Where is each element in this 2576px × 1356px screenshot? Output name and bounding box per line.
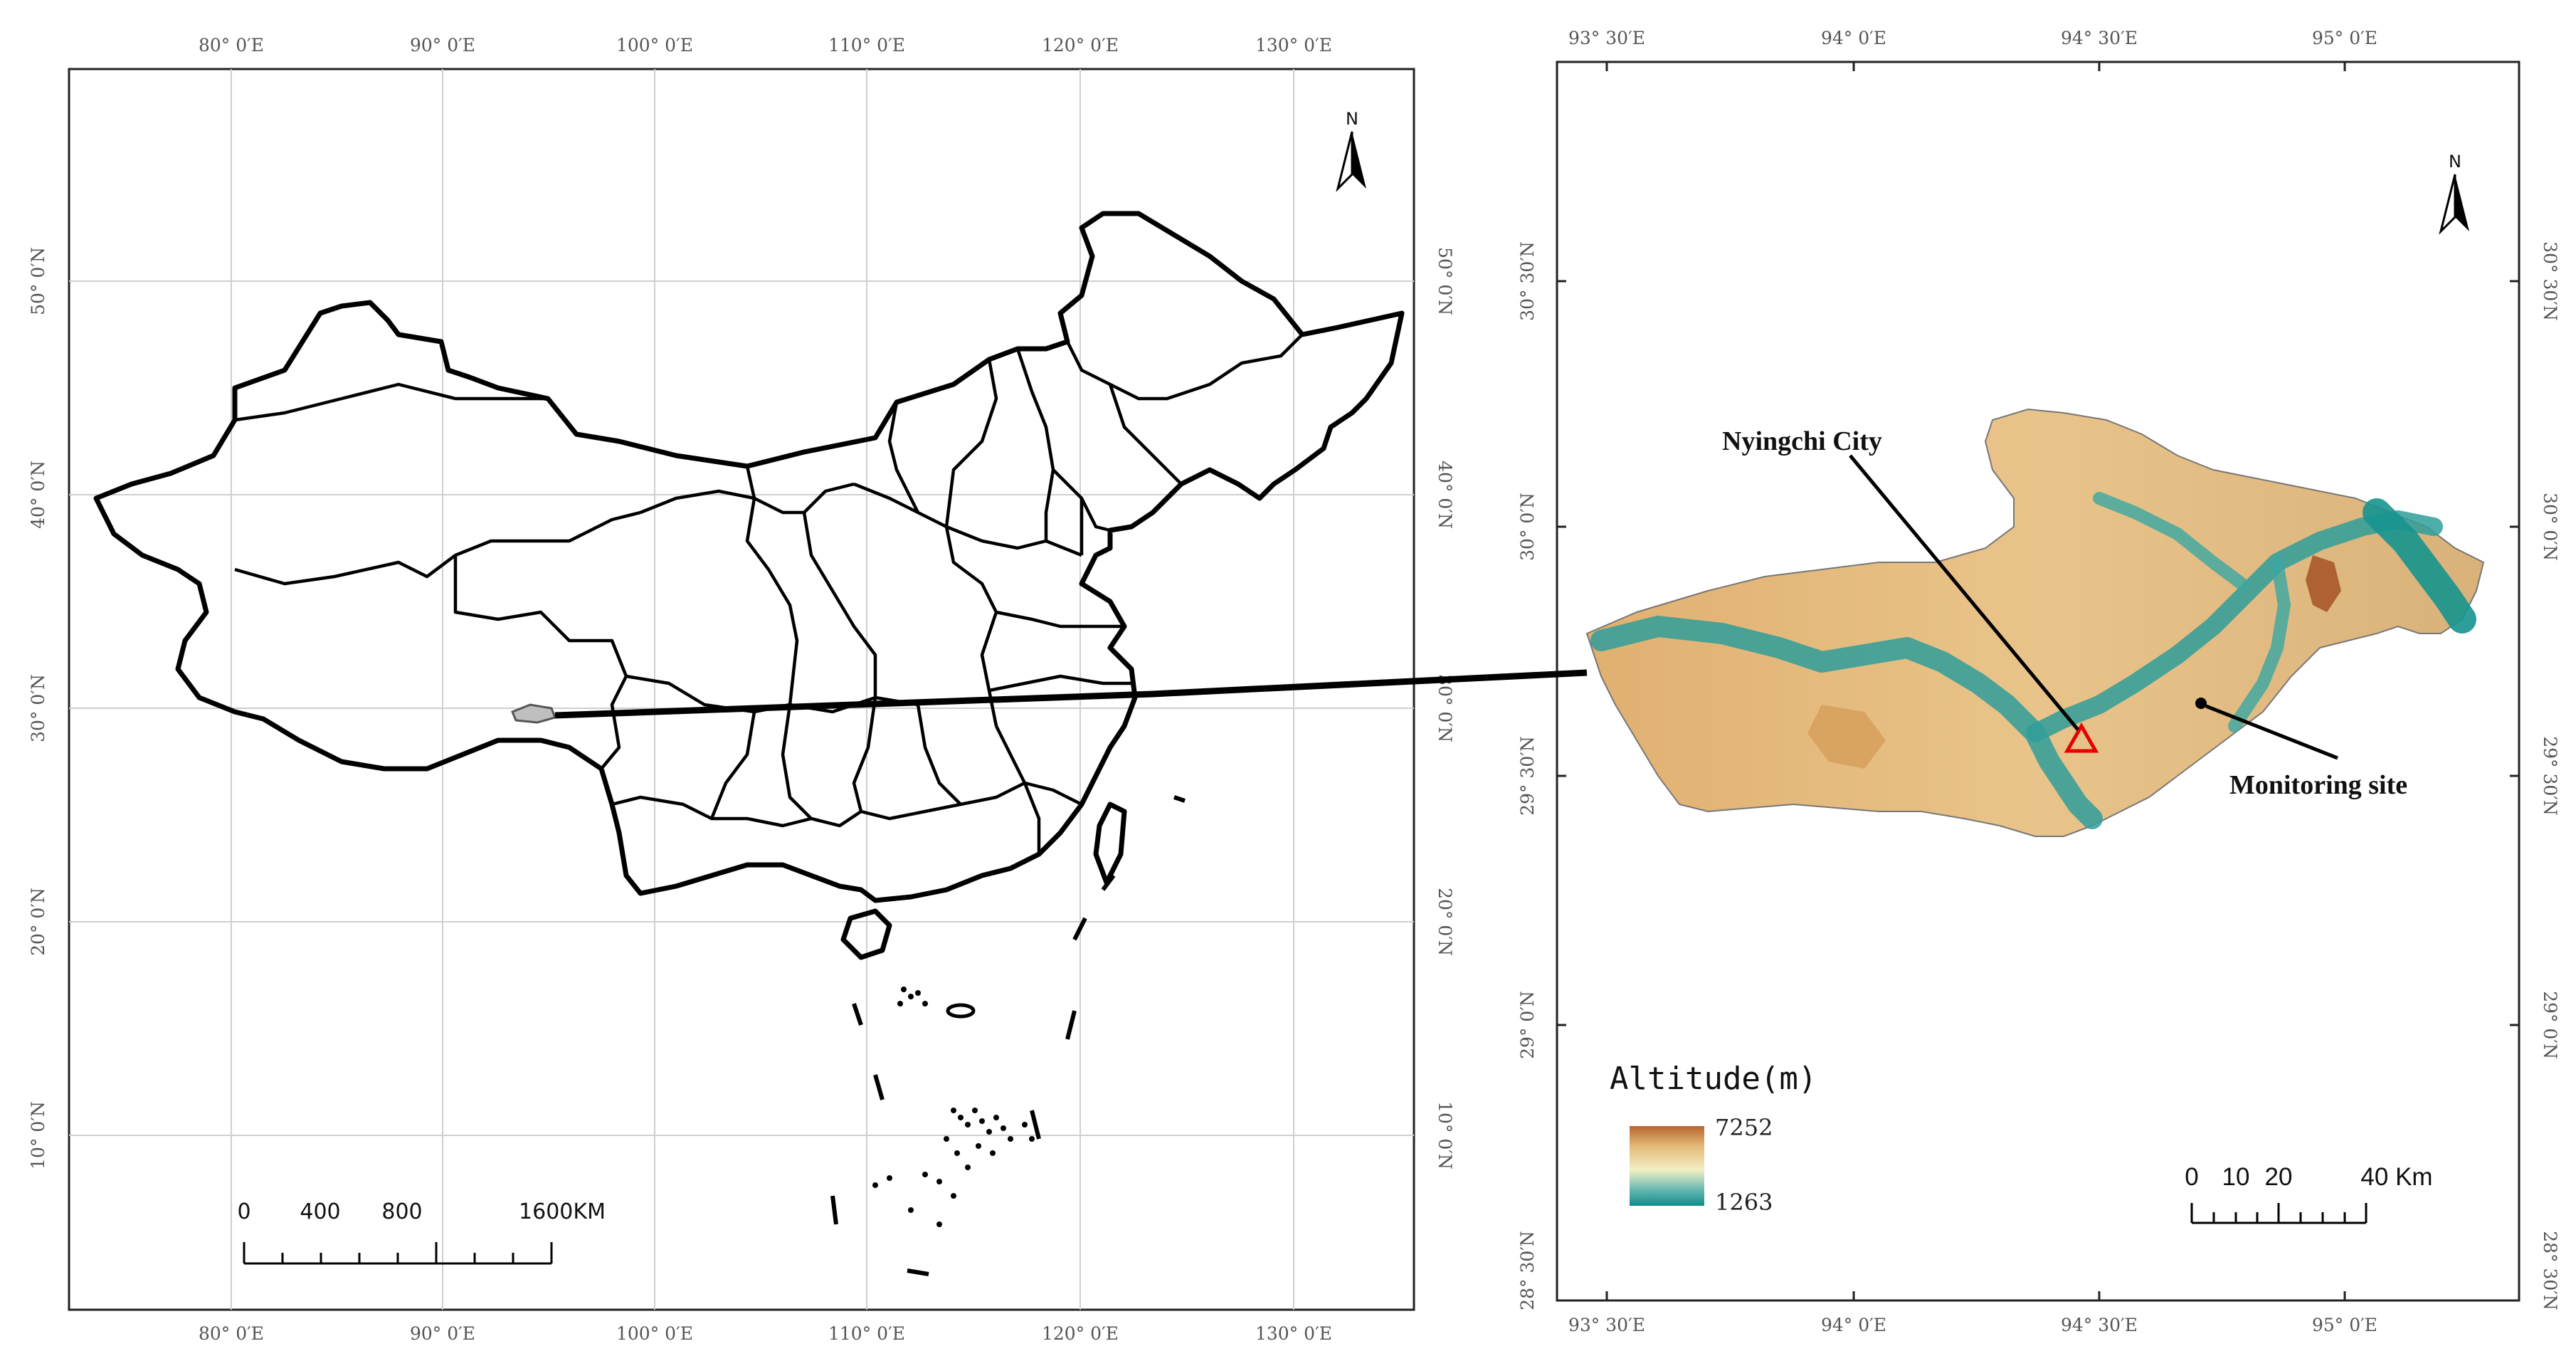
left-left-tick: 20° 0′N (28, 888, 48, 956)
site-leader-line (2205, 704, 2338, 760)
left-bottom-tick: 100° 0′E (616, 1323, 693, 1344)
right-right-tick-labels: 30° 30′N 30° 0′N 29° 30′N 29° 0′N 28° 30… (2540, 241, 2560, 1310)
province-boundaries (234, 333, 1304, 854)
right-top-tick: 93° 30′E (1568, 28, 1645, 48)
right-right-tick: 29° 30′N (2540, 736, 2560, 816)
monitoring-site-marker-icon (2195, 698, 2207, 709)
left-top-tick: 80° 0′E (199, 35, 264, 56)
left-top-tick: 130° 0′E (1255, 35, 1332, 56)
city-leader-line (1849, 454, 2079, 731)
left-left-tick: 30° 0′N (28, 674, 48, 742)
left-top-tick: 90° 0′E (410, 35, 475, 56)
right-top-tick: 94° 0′E (1821, 28, 1886, 48)
right-bottom-tick: 94° 30′E (2061, 1315, 2138, 1335)
right-left-tick: 28° 30′N (1517, 1231, 1538, 1310)
study-area-marker (511, 703, 556, 724)
north-arrow-icon: N (2439, 152, 2469, 235)
right-right-tick: 28° 30′N (2540, 1231, 2560, 1310)
south-sea-dashes (830, 795, 1186, 1276)
right-left-tick: 29° 30′N (1517, 736, 1538, 816)
taiwan-island (1093, 801, 1127, 885)
right-left-tick: 30° 30′N (1517, 241, 1538, 321)
left-left-tick: 50° 0′N (28, 247, 48, 315)
scale-label: 800 (381, 1199, 422, 1224)
right-bottom-tick: 94° 0′E (1821, 1315, 1886, 1335)
left-bottom-tick: 130° 0′E (1255, 1323, 1332, 1344)
scale-label: 1600KM (519, 1199, 606, 1224)
right-frame-tick-marks (1557, 62, 2519, 1300)
north-arrow-icon: N (1336, 109, 1366, 192)
right-left-tick: 30° 0′N (1517, 493, 1538, 561)
left-bottom-tick: 90° 0′E (410, 1323, 475, 1344)
south-sea-islands (872, 987, 1035, 1227)
left-right-tick: 10° 0′N (1435, 1101, 1455, 1170)
left-left-tick-labels: 50° 0′N 40° 0′N 30° 0′N 20° 0′N 10° 0′N (28, 247, 48, 1170)
left-top-tick: 120° 0′E (1042, 35, 1119, 56)
nyingchi-detail-map: 93° 30′E 94° 0′E 94° 30′E 95° 0′E 93° 30… (554, 28, 2560, 1335)
china-overview-map: 80° 0′E 90° 0′E 100° 0′E 110° 0′E 120° 0… (28, 35, 1455, 1344)
legend-min: 1263 (1715, 1189, 1773, 1216)
left-bottom-tick: 110° 0′E (828, 1323, 905, 1344)
right-top-tick: 95° 0′E (2312, 28, 2377, 48)
altitude-legend: Altitude(m) 7252 1263 (1610, 1061, 1817, 1216)
left-right-tick: 50° 0′N (1435, 247, 1455, 315)
right-bottom-tick: 93° 30′E (1568, 1315, 1645, 1335)
right-top-tick: 94° 30′E (2061, 28, 2138, 48)
right-map-frame (1556, 61, 2520, 1302)
north-label: N (1346, 109, 1358, 129)
legend-max: 7252 (1715, 1114, 1773, 1141)
left-right-tick: 20° 0′N (1435, 888, 1455, 956)
left-bottom-tick: 120° 0′E (1042, 1323, 1119, 1344)
left-top-tick: 110° 0′E (828, 35, 905, 56)
site-label: Monitoring site (2229, 770, 2407, 800)
right-bottom-tick: 95° 0′E (2312, 1315, 2377, 1335)
left-left-tick: 40° 0′N (28, 461, 48, 529)
right-top-tick-labels: 93° 30′E 94° 0′E 94° 30′E 95° 0′E (1568, 28, 2377, 48)
scale-label: 40 Km (2360, 1163, 2432, 1191)
right-right-tick: 30° 0′N (2540, 493, 2560, 561)
north-label: N (2449, 152, 2461, 172)
right-left-tick-labels: 30° 30′N 30° 0′N 29° 30′N 29° 0′N 28° 30… (1517, 241, 1538, 1310)
nyingchi-terrain (1585, 408, 2485, 837)
left-bottom-tick: 80° 0′E (199, 1323, 264, 1344)
left-map-frame (68, 68, 1415, 1311)
left-right-tick: 40° 0′N (1435, 461, 1455, 529)
scale-label: 20 (2265, 1163, 2293, 1191)
scale-label: 0 (237, 1199, 250, 1224)
left-bottom-tick-labels: 80° 0′E 90° 0′E 100° 0′E 110° 0′E 120° 0… (199, 1323, 1332, 1344)
legend-color-ramp (1630, 1126, 1704, 1206)
left-top-tick-labels: 80° 0′E 90° 0′E 100° 0′E 110° 0′E 120° 0… (199, 35, 1332, 56)
china-outline (93, 211, 1405, 903)
left-scale-bar: 0 400 800 1600KM (237, 1199, 606, 1265)
right-scale-bar: 0 10 20 40 Km (2185, 1163, 2433, 1224)
legend-title: Altitude(m) (1610, 1061, 1817, 1097)
connector-line (554, 669, 1588, 719)
city-marker-icon (2064, 722, 2099, 753)
right-right-tick: 30° 30′N (2540, 241, 2560, 321)
scale-label: 400 (300, 1199, 340, 1224)
right-right-tick: 29° 0′N (2540, 991, 2560, 1059)
right-bottom-tick-labels: 93° 30′E 94° 0′E 94° 30′E 95° 0′E (1568, 1315, 2377, 1335)
left-right-tick: 30° 0′N (1435, 674, 1455, 742)
left-right-tick-labels: 50° 0′N 40° 0′N 30° 0′N 20° 0′N 10° 0′N (1435, 247, 1455, 1170)
city-label: Nyingchi City (1722, 426, 1882, 456)
right-left-tick: 29° 0′N (1517, 991, 1538, 1059)
hainan-island (840, 908, 892, 960)
left-left-tick: 10° 0′N (28, 1101, 48, 1170)
scale-label: 0 (2185, 1163, 2198, 1191)
left-top-tick: 100° 0′E (616, 35, 693, 56)
scale-label: 10 (2222, 1163, 2250, 1191)
